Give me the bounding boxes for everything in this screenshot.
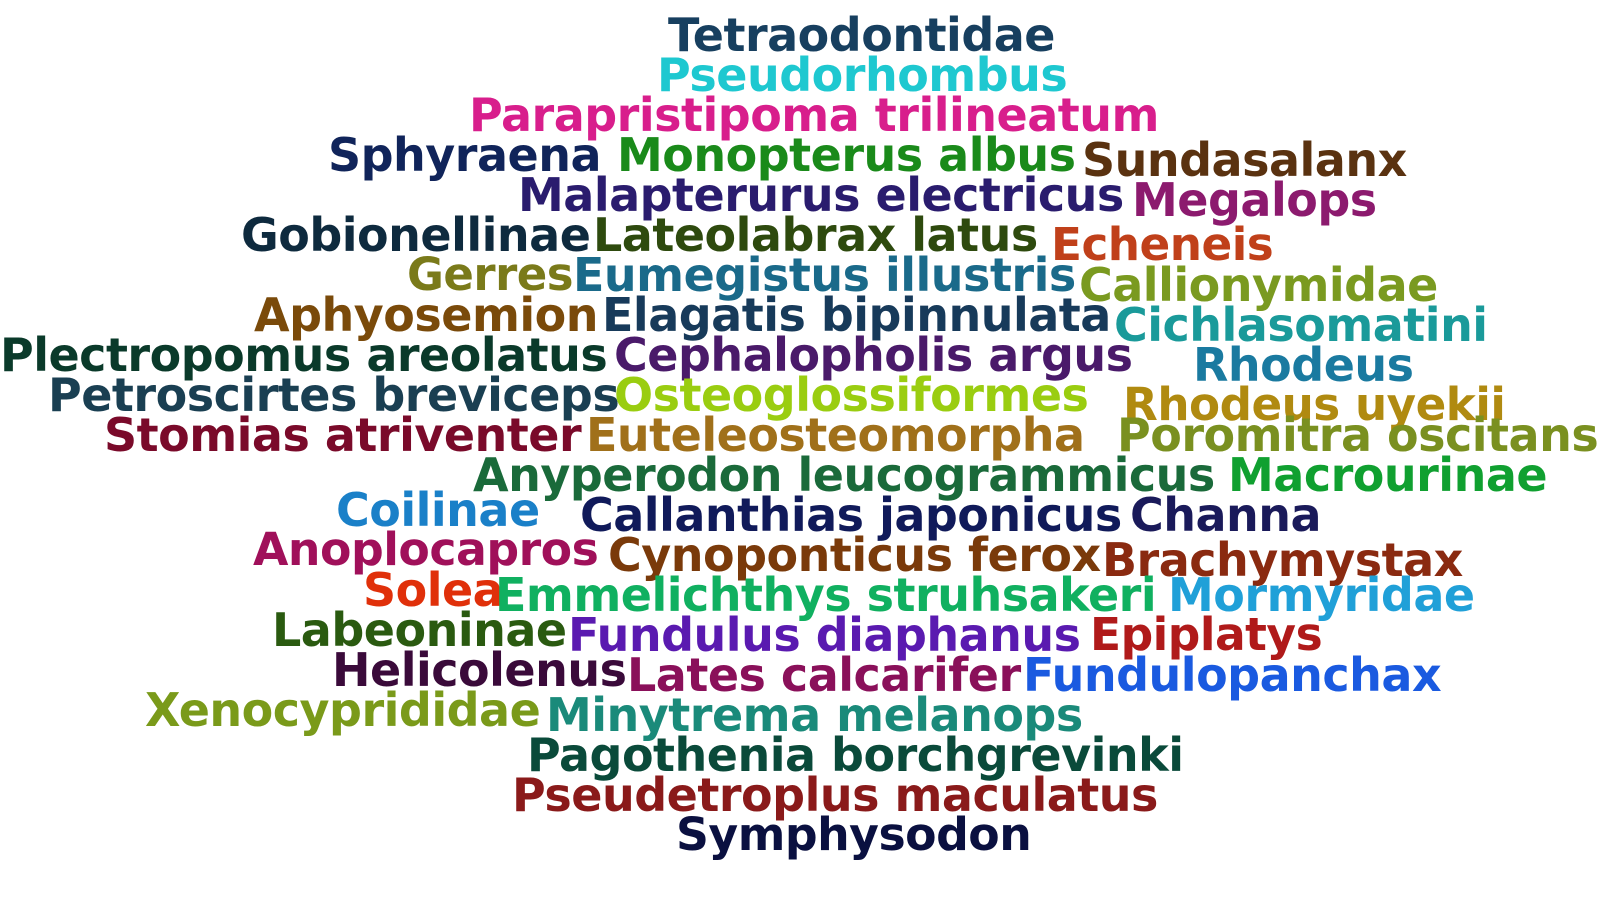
word: Cephalopholis argus [614,328,1133,382]
word: Monopterus albus [617,128,1076,182]
word: Xenocyprididae [145,683,541,737]
word: Osteoglossiformes [614,368,1089,422]
word: Cynoponticus ferox [608,528,1101,582]
word: Gobionellinae [241,208,591,262]
word: Megalops [1132,173,1377,227]
word: Aphyosemion [254,288,599,342]
word: Echeneis [1051,218,1274,271]
word: Brachymystax [1102,533,1463,587]
word: Rhodeus [1193,338,1414,392]
word: Callionymidae [1079,258,1438,312]
word: Emmelichthys struhsakeri [495,568,1157,622]
word: Gerres [407,248,574,301]
word: Tetraodontidae [668,8,1056,62]
word: Malapterurus electricus [518,168,1124,222]
word: Labeoninae [272,603,567,657]
word: Rhodeus uyekii [1123,378,1506,431]
word: Anoplocapros [253,523,599,576]
word: Parapristipoma trilineatum [469,88,1159,142]
word: Callanthias japonicus [580,488,1122,542]
word: Solea [363,563,504,617]
word: Lateolabrax latus [593,208,1038,262]
word: Stomias atriventer [104,408,582,462]
word: Cichlasomatini [1114,298,1488,352]
word: Channa [1130,488,1322,542]
word: Lates calcarifer [627,648,1021,702]
word: Pseudetroplus maculatus [512,768,1158,822]
word: Elagatis bipinnulata [602,288,1111,342]
word: Sphyraena [328,128,602,182]
word: Poromitra oscitans [1117,408,1599,462]
word: Helicolenus [332,643,627,697]
word: Macrourinae [1228,448,1548,502]
word: Petroscirtes breviceps [48,368,620,422]
word: Eumegistus illustris [573,248,1076,302]
word: Sundasalanx [1082,133,1407,187]
word: Epiplatys [1090,608,1323,661]
word: Euteleosteomorpha [586,408,1085,462]
word: Coilinae [336,483,540,537]
word: Anyperodon leucogrammicus [473,448,1215,502]
word: Plectropomus areolatus [0,328,608,382]
word: Pseudorhombus [657,48,1068,102]
word: Fundulus diaphanus [568,608,1081,662]
word: Minytrema melanops [546,688,1083,742]
word: Mormyridae [1168,568,1475,622]
word: Pagothenia borchgrevinki [527,728,1184,782]
word: Fundulopanchax [1023,648,1442,702]
word: Symphysodon [676,808,1032,861]
